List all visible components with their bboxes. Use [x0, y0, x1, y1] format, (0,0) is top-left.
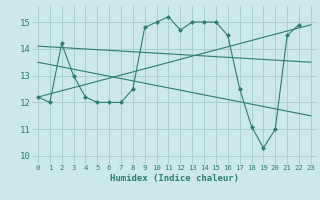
- X-axis label: Humidex (Indice chaleur): Humidex (Indice chaleur): [110, 174, 239, 183]
